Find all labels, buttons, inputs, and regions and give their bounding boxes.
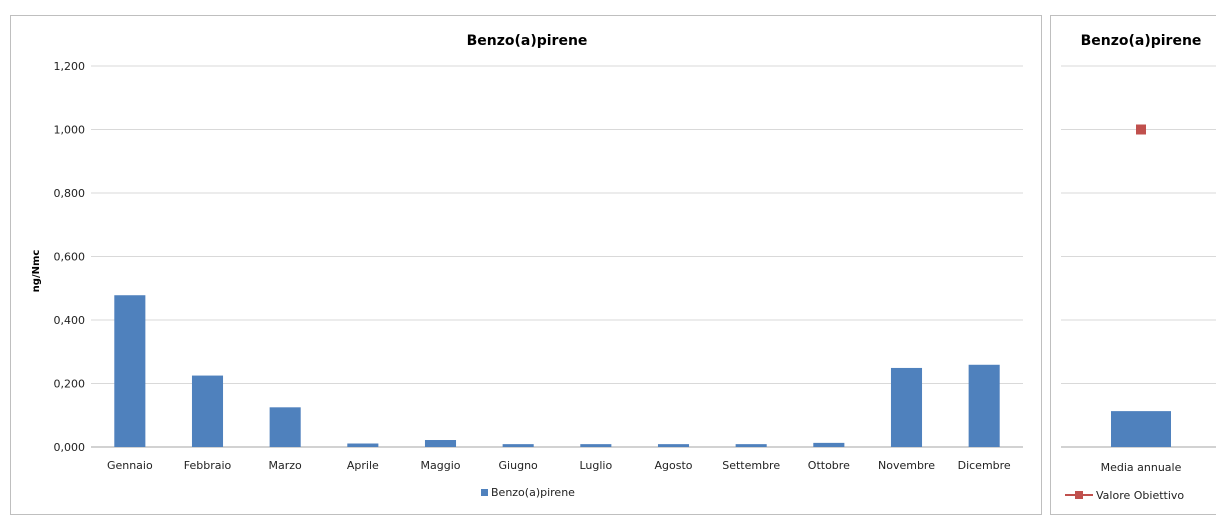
x-tick-labels: Gennaio Febbraio Marzo Aprile Maggio Giugno Lu… bbox=[107, 459, 1011, 472]
chart-title: Benzo(a)pirene bbox=[467, 33, 588, 49]
y-tick-label: 0,800 bbox=[54, 187, 86, 200]
x-tick-label: Giugno bbox=[499, 459, 539, 472]
x-tick-label: Ottobre bbox=[808, 459, 850, 472]
x-tick-label: Agosto bbox=[654, 459, 692, 472]
x-tick-label: Media annuale bbox=[1101, 461, 1182, 474]
bar-novembre bbox=[890, 367, 923, 447]
legend-label: Valore Obiettivo bbox=[1096, 489, 1184, 502]
markers bbox=[1136, 124, 1146, 135]
bars bbox=[1111, 411, 1171, 447]
legend-swatch bbox=[481, 489, 488, 496]
bar-gennaio bbox=[114, 295, 146, 447]
bar-luglio bbox=[580, 444, 612, 447]
bar-marzo bbox=[269, 407, 301, 447]
y-axis-label: ng/Nmc bbox=[31, 250, 42, 293]
y-tick-label: 1,200 bbox=[54, 60, 86, 73]
x-tick-label: Aprile bbox=[347, 459, 379, 472]
x-tick-label: Febbraio bbox=[184, 459, 232, 472]
x-tick-label: Luglio bbox=[579, 459, 612, 472]
bars bbox=[114, 295, 1000, 447]
chart-panel-monthly: Benzo(a)pirene ng/Nmc 0,000 0,200 0,400 0,6… bbox=[10, 15, 1042, 515]
x-tick-labels: Media annuale bbox=[1101, 461, 1182, 474]
chart-title: Benzo(a)pirene bbox=[1081, 33, 1202, 49]
x-tick-label: Marzo bbox=[269, 459, 303, 472]
x-tick-label: Gennaio bbox=[107, 459, 153, 472]
legend-marker bbox=[1075, 491, 1083, 499]
marker-valore-obiettivo bbox=[1136, 124, 1146, 135]
y-tick-label: 0,200 bbox=[54, 378, 86, 391]
bar-maggio bbox=[424, 440, 457, 447]
x-tick-label: Dicembre bbox=[958, 459, 1011, 472]
y-tick-label: 0,400 bbox=[54, 314, 86, 327]
gridlines bbox=[91, 65, 1023, 448]
monthly-bar-chart: Benzo(a)pirene ng/Nmc 0,000 0,200 0,400 0,6… bbox=[31, 33, 1023, 499]
gridlines bbox=[1061, 65, 1216, 448]
bar-media-annuale bbox=[1111, 411, 1171, 447]
y-tick-label: 0,000 bbox=[54, 441, 86, 454]
legend-label: Benzo(a)pirene bbox=[491, 486, 575, 499]
x-tick-label: Settembre bbox=[722, 459, 780, 472]
x-tick-label: Maggio bbox=[421, 459, 461, 472]
bar-settembre bbox=[735, 444, 767, 447]
y-tick-labels: 0,000 0,200 0,400 0,600 0,800 1,000 1,200 bbox=[54, 60, 86, 454]
y-tick-label: 1,000 bbox=[54, 124, 86, 137]
legend: Valore Obiettivo bbox=[1065, 489, 1184, 502]
annual-chart: Benzo(a)pirene Media annuale Valore Obie… bbox=[1061, 33, 1216, 502]
bar-aprile bbox=[347, 443, 379, 447]
x-tick-label: Novembre bbox=[878, 459, 935, 472]
legend: Benzo(a)pirene bbox=[481, 486, 575, 499]
bar-giugno bbox=[502, 444, 534, 447]
bar-ottobre bbox=[813, 442, 845, 447]
bar-dicembre bbox=[968, 364, 1000, 447]
chart-panel-annual: Benzo(a)pirene Media annuale Valore Obie… bbox=[1050, 15, 1216, 515]
y-tick-label: 0,600 bbox=[54, 251, 86, 264]
bar-agosto bbox=[657, 444, 690, 447]
bar-febbraio bbox=[191, 375, 224, 447]
